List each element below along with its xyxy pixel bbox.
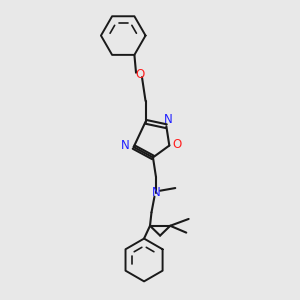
Text: N: N	[164, 113, 172, 126]
Text: N: N	[121, 139, 130, 152]
Text: N: N	[152, 186, 161, 199]
Text: O: O	[172, 138, 182, 151]
Text: O: O	[135, 68, 144, 81]
